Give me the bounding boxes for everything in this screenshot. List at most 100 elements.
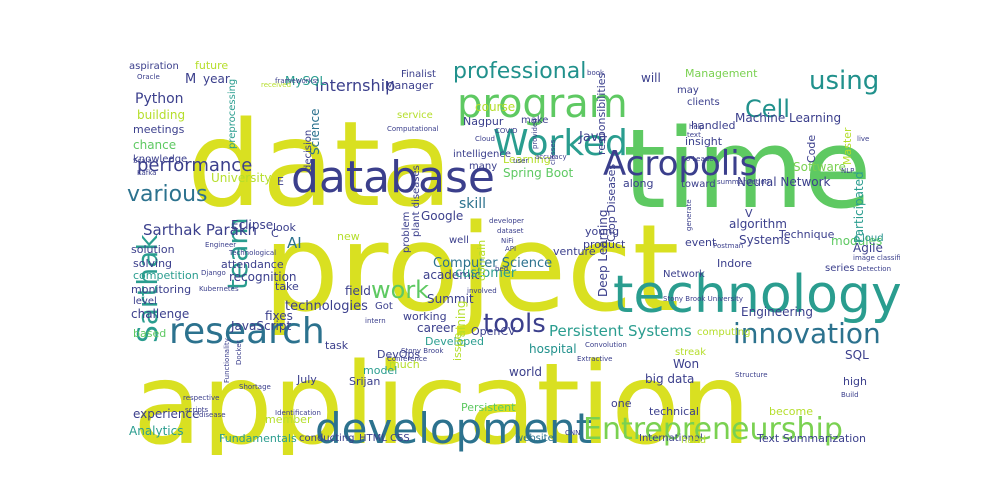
- word-cloud-word: level: [133, 296, 157, 307]
- word-cloud-word: Neural Network: [737, 175, 831, 189]
- word-cloud-word: Docker: [235, 340, 243, 365]
- word-cloud-word: image classification: [853, 254, 900, 262]
- word-cloud-word: handled: [691, 119, 735, 132]
- word-cloud-word: professional: [453, 59, 586, 84]
- word-cloud-word: scripts: [185, 406, 209, 414]
- word-cloud-word: customer: [455, 266, 517, 281]
- word-cloud-word: modules: [831, 234, 882, 248]
- word-cloud-word: application: [133, 340, 751, 455]
- word-cloud-word: HTML CSS: [359, 433, 410, 444]
- word-cloud-word: Computational: [387, 125, 439, 133]
- word-cloud-word: much: [389, 358, 420, 371]
- word-cloud-word: world: [509, 365, 542, 379]
- word-cloud-word: Machine Learning: [735, 111, 841, 125]
- word-cloud-word: data: [187, 95, 453, 233]
- word-cloud-word: based: [133, 327, 166, 340]
- word-cloud-word: Crop Diseases: [605, 164, 618, 242]
- word-cloud-word: Network: [663, 269, 705, 280]
- word-cloud-word: look: [273, 221, 297, 234]
- word-cloud-word: developer: [489, 217, 524, 225]
- word-cloud-word: Functionality: [223, 338, 231, 383]
- word-cloud-word: member: [265, 413, 312, 426]
- word-cloud-word: research: [169, 311, 325, 352]
- word-cloud-word: various: [127, 182, 208, 207]
- word-cloud-word: intern: [365, 317, 386, 325]
- word-cloud-word: Eclipse: [231, 218, 273, 232]
- word-cloud-word: Engineering: [741, 305, 813, 319]
- word-cloud-word: Kafka: [137, 169, 156, 177]
- word-cloud-word: career: [417, 321, 455, 335]
- word-cloud-word: Python: [135, 91, 184, 107]
- word-cloud-word: internship: [315, 76, 395, 95]
- word-cloud-word: algorithm: [729, 217, 787, 231]
- word-cloud-word: Agile: [853, 241, 883, 255]
- word-cloud-word: received: [261, 81, 291, 89]
- word-cloud-word: Stony Brook: [401, 347, 444, 355]
- word-cloud-word: work: [371, 276, 429, 304]
- word-cloud-word: DevOps: [377, 348, 420, 361]
- word-cloud-word: technology: [613, 265, 900, 325]
- word-cloud-word: venture: [553, 245, 596, 258]
- word-cloud-word: live: [857, 135, 869, 143]
- word-cloud-word: Summit: [427, 292, 474, 306]
- word-cloud-word: meetings: [133, 123, 185, 136]
- word-cloud-word: plant diseases: [411, 165, 422, 237]
- word-cloud-word: solving: [133, 257, 172, 270]
- word-cloud-word: Participated: [852, 171, 866, 243]
- word-cloud-word: problem: [401, 212, 412, 253]
- word-cloud-word: Java: [578, 130, 606, 145]
- word-cloud-word: development: [315, 404, 592, 453]
- word-cloud-word: using: [809, 66, 879, 96]
- word-cloud-word: intelligence: [453, 149, 511, 160]
- word-cloud-word: competition: [133, 269, 199, 282]
- word-cloud-word: Convolution: [585, 341, 627, 349]
- word-cloud-word: field: [345, 284, 371, 298]
- word-cloud-word: recognition: [229, 270, 297, 284]
- word-cloud-word: Nagpur: [463, 115, 504, 128]
- word-cloud-word: bed: [495, 265, 508, 273]
- word-cloud-word: program: [457, 81, 628, 127]
- word-cloud-word: knowledge: [133, 154, 187, 165]
- word-cloud-word: Oracle: [137, 73, 160, 81]
- word-cloud-word: dataset: [497, 227, 524, 235]
- word-cloud-word: innovation: [733, 317, 881, 350]
- word-cloud-word: performance: [137, 155, 252, 176]
- word-cloud-word: provided: [531, 118, 539, 149]
- word-cloud-word: Analytics: [129, 424, 184, 438]
- word-cloud-word: Won: [673, 357, 699, 371]
- word-cloud-word: chance: [133, 138, 176, 152]
- word-cloud-word: project: [263, 200, 679, 339]
- word-cloud-word: accuracy: [535, 153, 567, 161]
- word-cloud-word: Persistent Systems: [549, 322, 692, 340]
- word-cloud-word: skill: [459, 196, 486, 212]
- word-cloud-word: text: [687, 131, 701, 139]
- word-cloud-word: respective: [183, 394, 219, 402]
- word-cloud-word: series: [825, 263, 855, 274]
- word-cloud-word: Fundamentals: [219, 432, 297, 445]
- word-cloud-word: Computer Science: [433, 256, 552, 271]
- word-cloud-word: involved: [467, 287, 497, 295]
- word-cloud-word: toward: [681, 179, 716, 190]
- word-cloud-word: Cloud: [475, 135, 495, 143]
- word-cloud-word: Developed: [425, 335, 484, 348]
- word-cloud-word: responsibilities: [595, 72, 608, 155]
- word-cloud-word: Text Summarization: [756, 432, 866, 445]
- word-cloud-word: user: [513, 157, 528, 165]
- word-cloud-word: Acropolis: [603, 144, 757, 184]
- word-cloud-word: disease: [199, 411, 226, 419]
- word-cloud-word: Finalist: [401, 69, 436, 80]
- word-cloud-word: Stony Brook University: [663, 295, 743, 303]
- word-cloud-word: experience: [133, 407, 200, 421]
- word-cloud-word: solution: [131, 243, 175, 256]
- word-cloud-word: along: [623, 177, 653, 190]
- word-cloud-word: big data: [645, 372, 694, 386]
- word-cloud-word: tools: [483, 309, 546, 339]
- word-cloud: project application data time database techno…: [125, 45, 900, 455]
- word-cloud-word: Shortage: [239, 383, 271, 391]
- word-cloud-word: Spring Boot: [503, 166, 573, 180]
- word-cloud-word: working: [403, 310, 447, 323]
- word-cloud-word: conducting: [299, 433, 355, 444]
- word-cloud-word: Conference: [387, 355, 427, 363]
- word-cloud-word: take: [275, 280, 299, 293]
